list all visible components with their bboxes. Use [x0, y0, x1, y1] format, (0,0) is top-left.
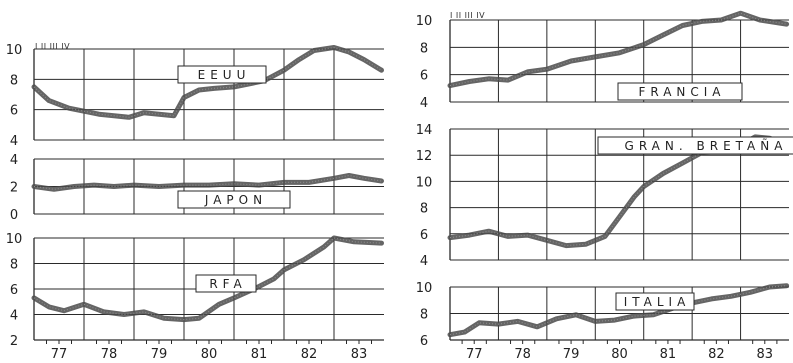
y-tick-label: 4	[10, 134, 18, 149]
quarter-unit-label: I II III IV	[450, 11, 485, 20]
y-tick-label: 8	[420, 202, 428, 217]
x-tick-label: 78	[101, 347, 118, 362]
panel-label-box	[177, 190, 291, 209]
x-axis: 77 78 79 80 81 82 83	[450, 339, 789, 362]
y-tick-label: 4	[420, 96, 428, 111]
x-tick-label: 79	[563, 347, 580, 362]
panel-label-box	[177, 65, 267, 84]
x-tick-label: 82	[708, 347, 725, 362]
panel-label: ITALIA	[624, 295, 691, 309]
y-tick-label: 8	[10, 73, 18, 88]
y-tick-label: 4	[10, 309, 18, 324]
y-tick-label: 8	[10, 258, 18, 273]
x-tick-label: 77	[466, 347, 483, 362]
panel-label: JAPON	[204, 193, 267, 207]
panel-label: RFA	[209, 277, 246, 291]
series-line-japon	[31, 173, 384, 192]
y-tick-label: 14	[416, 123, 433, 138]
series-line-texture	[449, 136, 787, 247]
y-tick-label: 10	[416, 175, 433, 190]
panel-label-box	[195, 274, 257, 293]
panel-francia: 4 6 8 10 FRANCIA I II III IV	[416, 10, 790, 111]
panel-label: EEUU	[198, 68, 251, 82]
y-tick-label: 2	[10, 181, 18, 196]
y-tick-label: 6	[420, 334, 428, 349]
series-line-texture	[449, 12, 787, 87]
panel-label-box	[615, 292, 695, 311]
x-axis: 77 78 79 80 81 82 83	[34, 339, 384, 362]
y-tick-label: 10	[416, 281, 433, 296]
x-tick-label: 78	[514, 347, 531, 362]
y-tick-label: 6	[420, 228, 428, 243]
y-tick-label: 4	[420, 254, 428, 269]
y-tick-label: 8	[420, 308, 428, 323]
series-line-texture	[449, 285, 787, 336]
y-tick-label: 2	[10, 334, 18, 349]
x-tick-label: 80	[611, 347, 628, 362]
panel-label-box	[617, 82, 743, 101]
x-tick-label: 81	[251, 347, 268, 362]
x-tick-label: 81	[660, 347, 677, 362]
x-tick-label: 83	[757, 347, 774, 362]
y-tick-label: 10	[416, 14, 433, 29]
y-tick-label: 10	[6, 232, 23, 247]
panel-eeuu: 4 6 8 10 EEUU I II III IV	[6, 42, 384, 149]
y-tick-label: 6	[420, 69, 428, 84]
panel-label: FRANCIA	[638, 85, 725, 99]
series-line-eeuu	[31, 45, 384, 120]
y-tick-label: 10	[6, 43, 23, 58]
x-tick-label: 80	[201, 347, 218, 362]
x-tick-label: 82	[301, 347, 318, 362]
panel-label: GRAN. BRETAÑA	[625, 138, 788, 153]
x-tick-label: 79	[151, 347, 168, 362]
panel-italia: 6 8 10 ITALIA	[416, 281, 790, 349]
y-tick-label: 6	[10, 104, 18, 119]
panel-japon: 0 2 4 JAPON	[10, 153, 384, 223]
y-tick-label: 0	[10, 208, 18, 223]
panel-gran-bretaña: 4 6 8 10 12 14 GRAN. BRETAÑA	[416, 123, 793, 269]
panel-label-box	[597, 136, 793, 155]
y-tick-label: 12	[416, 149, 433, 164]
y-tick-label: 4	[10, 153, 18, 168]
y-tick-label: 8	[420, 41, 428, 56]
panel-rfa: 2 4 6 8 10 RFA	[6, 232, 384, 349]
y-tick-label: 6	[10, 283, 18, 298]
series-line-texture	[33, 237, 382, 321]
x-tick-label: 77	[51, 347, 68, 362]
quarter-unit-label: I II III IV	[35, 42, 70, 51]
series-line-texture	[33, 174, 382, 190]
x-tick-label: 83	[351, 347, 368, 362]
